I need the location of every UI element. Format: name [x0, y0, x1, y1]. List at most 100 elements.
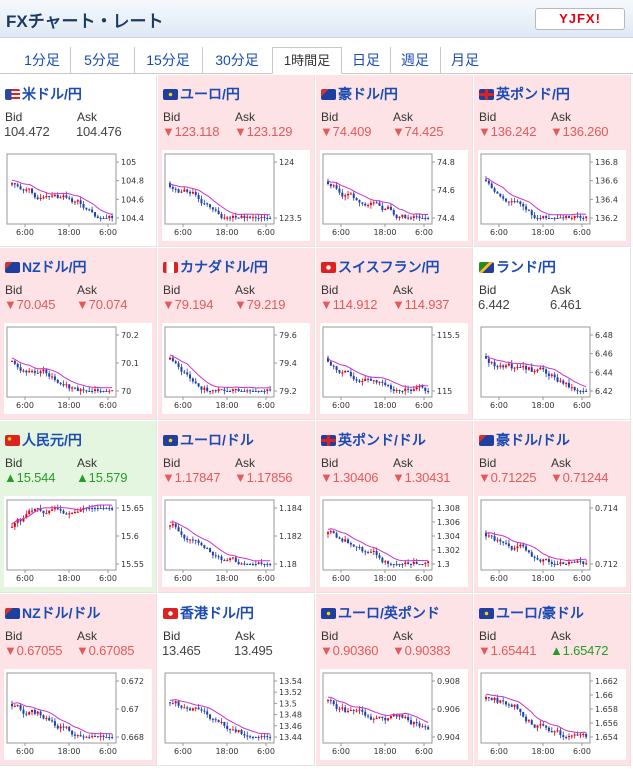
candle-body — [108, 215, 111, 218]
candle-body — [180, 191, 183, 193]
moving-average-line — [11, 179, 113, 215]
candle-body — [378, 716, 381, 718]
pair-link[interactable]: 豪ドル/円 — [321, 84, 398, 104]
candlestick-chart[interactable]: 1.662 1.66 1.658 1.656 1.654 6:00 18:00 6:00 — [478, 669, 626, 760]
candle-body — [53, 376, 56, 380]
pair-link[interactable]: NZドル/円 — [5, 257, 87, 277]
ask-value: ▼136.260 — [550, 124, 609, 139]
candle-body — [341, 707, 344, 709]
bid-value: ▼0.71225 — [478, 470, 537, 485]
candlestick-chart[interactable]: 124 123.5 6:00 18:00 6:00 — [162, 150, 310, 241]
candle-body — [487, 697, 490, 699]
pair-link[interactable]: 豪ドル/ドル — [479, 430, 570, 450]
candle-body — [59, 509, 62, 511]
candle-body — [39, 197, 42, 199]
candle-body — [82, 389, 85, 391]
candle-body — [263, 391, 266, 392]
candle-body — [567, 383, 570, 388]
pair-link[interactable]: 人民元/円 — [5, 430, 82, 450]
plot-frame — [322, 672, 433, 744]
bid-value: ▼1.30406 — [320, 470, 379, 485]
candlestick-chart[interactable]: 0.672 0.67 0.668 6:00 18:00 6:00 — [4, 669, 152, 760]
candle-body — [42, 197, 45, 199]
candle-body — [31, 709, 34, 713]
tab-15min[interactable]: 15分足 — [134, 47, 203, 73]
candlestick-chart[interactable]: 79.6 79.4 79.2 6:00 18:00 6:00 — [162, 323, 310, 414]
candle-body — [372, 718, 375, 720]
candle-body — [327, 357, 329, 362]
pair-link[interactable]: ランド/円 — [479, 257, 556, 277]
candlestick-chart[interactable]: 0.714 0.712 6:00 18:00 6:00 — [478, 496, 626, 587]
tab-1min[interactable]: 1分足 — [14, 47, 71, 73]
pair-link[interactable]: 英ポンド/円 — [479, 84, 570, 104]
candle-body — [507, 543, 510, 547]
candle-body — [510, 201, 513, 203]
candle-body — [358, 380, 361, 382]
pair-link[interactable]: ユーロ/豪ドル — [479, 603, 584, 623]
eu-flag-icon — [163, 435, 178, 446]
candlestick-chart[interactable]: 1.184 1.182 1.18 6:00 18:00 6:00 — [162, 496, 310, 587]
pair-name: カナダドル/円 — [180, 259, 268, 275]
pair-link[interactable]: NZドル/ドル — [5, 603, 101, 623]
candle-body — [499, 365, 502, 367]
candlestick-chart[interactable]: 6.48 6.46 6.44 6.42 6:00 18:00 6:00 — [478, 323, 626, 414]
candle-body — [223, 722, 226, 726]
candle-body — [16, 705, 19, 707]
yjfx-logo[interactable]: YJFX! — [535, 8, 625, 30]
candlestick-chart[interactable]: 74.8 74.6 74.4 6:00 18:00 6:00 — [320, 150, 468, 241]
candle-body — [36, 197, 39, 199]
tab-weekly[interactable]: 週足 — [390, 47, 441, 73]
tab-30min[interactable]: 30分足 — [215, 52, 259, 68]
pair-link[interactable]: スイスフラン/円 — [321, 257, 439, 277]
candle-body — [214, 390, 217, 392]
pair-link[interactable]: 香港ドル/円 — [163, 603, 254, 623]
tab-daily[interactable]: 日足 — [342, 47, 391, 73]
candle-body — [415, 387, 418, 390]
candle-body — [527, 209, 530, 211]
pair-link[interactable]: ユーロ/ドル — [163, 430, 254, 450]
pair-name: 豪ドル/ドル — [496, 432, 570, 448]
pair-link[interactable]: ユーロ/英ポンド — [321, 603, 440, 623]
candle-body — [200, 198, 203, 204]
candlestick-chart[interactable]: 15.65 15.6 15.55 6:00 18:00 6:00 — [4, 496, 152, 587]
candle-body — [211, 390, 214, 392]
candle-body — [42, 510, 45, 514]
candle-body — [22, 370, 25, 372]
candlestick-chart[interactable]: 136.8 136.6 136.4 136.2 6:00 18:00 6:00 — [478, 150, 626, 241]
tab-monthly[interactable]: 月足 — [451, 52, 479, 68]
candle-body — [243, 391, 246, 392]
candle-body — [355, 379, 358, 381]
candle-body — [22, 518, 25, 522]
tab-1hour[interactable]: 1時間足 — [272, 47, 342, 74]
candle-body — [338, 537, 341, 539]
tab-5min[interactable]: 5分足 — [70, 47, 135, 73]
plot-frame — [480, 672, 591, 744]
rate-cell: 英ポンド/円 Bid Ask ▼136.242 ▼136.260 136.8 136.6 13… — [474, 75, 631, 247]
chart-svg: 115.5 115 6:00 18:00 6:00 — [322, 326, 460, 410]
candlestick-chart[interactable]: 0.908 0.906 0.904 6:00 18:00 6:00 — [320, 669, 468, 760]
moving-average-line — [485, 532, 587, 561]
candle-body — [418, 723, 421, 727]
pair-link[interactable]: 米ドル/円 — [5, 84, 82, 104]
bid-value: ▼114.912 — [320, 297, 378, 312]
chart-svg: 70.2 70.1 70 6:00 18:00 6:00 — [6, 326, 139, 410]
candle-body — [341, 372, 344, 374]
candlestick-chart[interactable]: 105 104.8 104.6 104.4 6:00 18:00 6:00 — [4, 150, 152, 241]
candle-body — [381, 557, 384, 563]
candle-body — [375, 202, 378, 204]
pair-link[interactable]: ユーロ/円 — [163, 84, 240, 104]
candle-body — [260, 736, 263, 738]
candlestick-chart[interactable]: 1.308 1.306 1.304 1.302 1.3 6:00 18:00 6:00 — [320, 496, 468, 587]
candle-body — [579, 560, 582, 562]
candlestick-chart[interactable]: 13.54 13.52 13.5 13.48 13.46 13.44 6:00 18:00 6:… — [162, 669, 310, 760]
candle-body — [174, 701, 177, 704]
candle-body — [404, 388, 407, 391]
candle-body — [88, 508, 91, 509]
pair-link[interactable]: 英ポンド/ドル — [321, 430, 426, 450]
candle-body — [203, 710, 206, 712]
candlestick-chart[interactable]: 70.2 70.1 70 6:00 18:00 6:00 — [4, 323, 152, 414]
x-tick-label: 6:00 — [99, 747, 117, 756]
candlestick-chart[interactable]: 115.5 115 6:00 18:00 6:00 — [320, 323, 468, 414]
candle-body — [355, 198, 358, 201]
pair-link[interactable]: カナダドル/円 — [163, 257, 268, 277]
